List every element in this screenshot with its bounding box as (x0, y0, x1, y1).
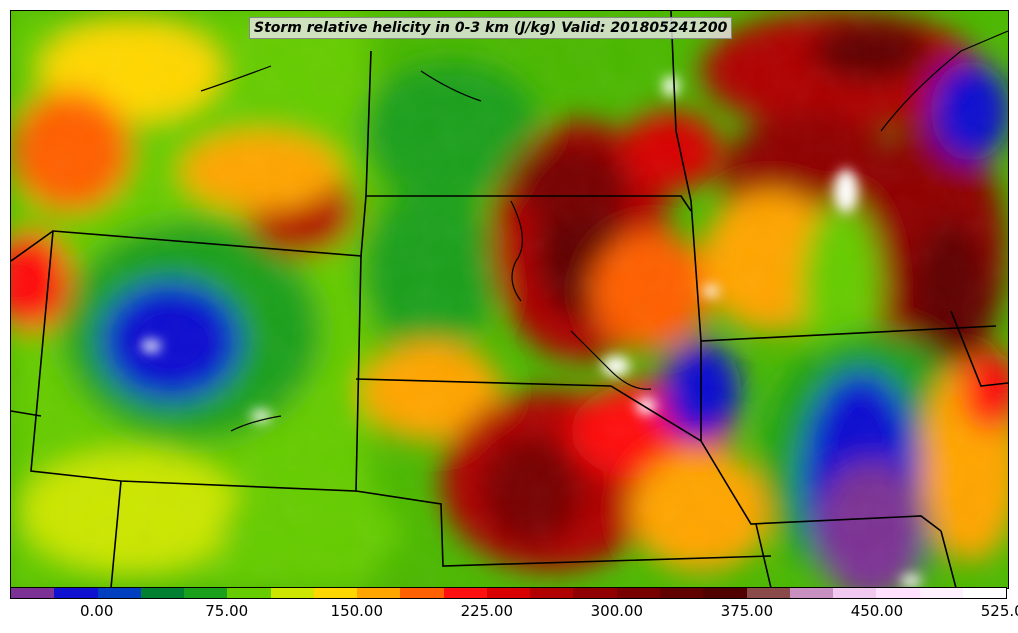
colorbar-segment (833, 588, 877, 598)
rivers (200, 30, 1008, 432)
colorbar-labels: 0.00 75.00 150.00 225.00 300.00 375.00 450.00 5… (10, 602, 1018, 624)
colorbar-segment (573, 588, 617, 598)
colorbar-tick-label: 225.00 (460, 602, 514, 620)
colorbar-segment (486, 588, 531, 598)
colorbar-segment (97, 588, 141, 598)
colorbar-segment (54, 588, 98, 598)
colorbar-tick-label: 150.00 (330, 602, 384, 620)
colorbar-segment (227, 588, 271, 598)
colorbar-tick-label: 0.00 (79, 602, 114, 620)
helicity-map (11, 11, 1008, 588)
colorbar-segment (443, 588, 487, 598)
colorbar-segment (962, 588, 1007, 598)
colorbar-tick-label: 300.00 (590, 602, 644, 620)
colorbar-segment (357, 588, 401, 598)
colorbar-tick-label: 450.00 (850, 602, 904, 620)
colorbar-segment (400, 588, 444, 598)
state-boundaries (11, 11, 1008, 588)
colorbar-segment (530, 588, 574, 598)
colorbar-segment (703, 588, 747, 598)
colorbar-segment (140, 588, 185, 598)
colorbar-segment (11, 588, 55, 598)
colorbar-segment (270, 588, 314, 598)
colorbar-tick-label: 525.00 (980, 602, 1018, 620)
colorbar-segment (659, 588, 704, 598)
map-title: Storm relative helicity in 0-3 km (J/kg)… (249, 17, 733, 39)
colorbar-segment (746, 588, 790, 598)
colorbar-segment (313, 588, 358, 598)
colorbar (10, 587, 1007, 599)
colorbar-segment (876, 588, 920, 598)
colorbar-segment (789, 588, 834, 598)
map-panel: Storm relative helicity in 0-3 km (J/kg)… (10, 10, 1009, 589)
colorbar-segment (184, 588, 228, 598)
colorbar-tick-label: 375.00 (720, 602, 774, 620)
colorbar-segment (919, 588, 963, 598)
colorbar-segment (616, 588, 660, 598)
colorbar-tick-label: 75.00 (205, 602, 249, 620)
